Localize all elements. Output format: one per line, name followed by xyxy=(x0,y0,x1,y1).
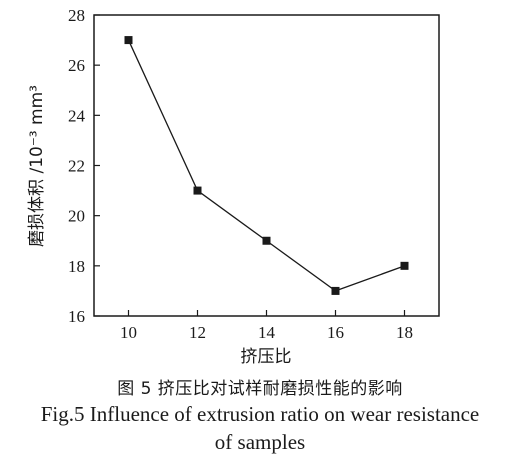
y-tick-label: 28 xyxy=(68,6,85,25)
y-tick-label: 16 xyxy=(68,307,85,326)
x-tick-label: 12 xyxy=(189,323,206,342)
x-axis-title: 挤压比 xyxy=(241,347,292,367)
x-tick-label: 10 xyxy=(120,323,137,342)
data-point-marker xyxy=(262,236,271,245)
y-tick-label: 22 xyxy=(68,157,85,176)
y-tick-label: 20 xyxy=(68,207,85,226)
data-point-marker xyxy=(124,36,133,45)
y-tick-label: 24 xyxy=(68,106,86,125)
y-tick-label: 26 xyxy=(68,56,85,75)
x-tick-label: 16 xyxy=(327,323,344,342)
figure-caption-chinese: 图 5 挤压比对试样耐磨损性能的影响 xyxy=(117,379,403,399)
figure-caption-english-line-1: Fig.5 Influence of extrusion ratio on we… xyxy=(40,402,480,426)
series-line xyxy=(127,39,405,292)
figure-caption-english-line-2: of samples xyxy=(214,430,306,454)
y-tick-label: 18 xyxy=(68,257,85,276)
data-point-marker xyxy=(193,186,202,195)
plot-frame xyxy=(93,14,440,317)
x-tick-label: 14 xyxy=(258,323,276,342)
data-point-marker xyxy=(331,286,340,295)
x-tick-label: 18 xyxy=(396,323,413,342)
data-point-marker xyxy=(400,261,409,270)
y-axis-title: 磨损体积 /10⁻³ mm³ xyxy=(27,85,47,247)
line-chart: 10 12 14 16 18 16 18 20 22 24 26 28 挤压比 磨损体积 /10⁻³ … xyxy=(27,6,440,367)
